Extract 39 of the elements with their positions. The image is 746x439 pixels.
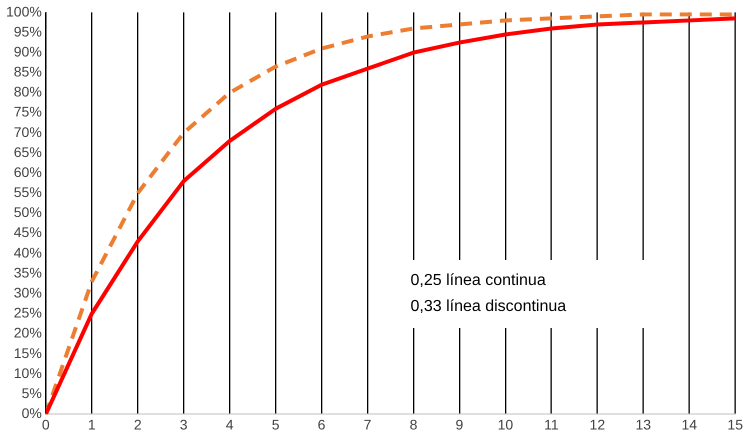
y-tick-label: 20% bbox=[14, 324, 42, 341]
x-tick-label: 2 bbox=[134, 416, 142, 432]
x-tick-label: 11 bbox=[544, 416, 559, 432]
x-tick-label: 10 bbox=[498, 416, 514, 432]
y-tick-label: 5% bbox=[22, 384, 42, 401]
y-tick-label: 65% bbox=[14, 144, 42, 160]
y-tick-label: 45% bbox=[14, 224, 42, 240]
y-tick-label: 35% bbox=[14, 264, 42, 280]
x-tick-label: 14 bbox=[681, 416, 698, 432]
y-tick-label: 70% bbox=[14, 124, 42, 140]
y-tick-label: 0% bbox=[22, 405, 42, 422]
x-tick-label: 13 bbox=[636, 416, 652, 432]
x-tick-label: 8 bbox=[410, 416, 418, 432]
y-tick-label: 25% bbox=[14, 304, 42, 321]
y-tick-label: 95% bbox=[14, 23, 42, 40]
x-tick-label: 12 bbox=[590, 416, 606, 432]
x-tick-label: 1 bbox=[88, 416, 96, 432]
x-tick-label: 9 bbox=[456, 416, 464, 432]
y-tick-label: 80% bbox=[14, 84, 42, 100]
y-tick-label: 85% bbox=[14, 64, 42, 80]
annotation: 0,25 línea continua bbox=[410, 270, 547, 290]
x-tick-label: 0 bbox=[42, 416, 50, 432]
x-tick-label: 7 bbox=[364, 416, 372, 432]
y-tick-label: 50% bbox=[14, 204, 42, 220]
annotation: 0,33 línea discontinua bbox=[410, 296, 568, 316]
y-tick-label: 100% bbox=[6, 3, 42, 20]
y-tick-label: 40% bbox=[14, 244, 42, 260]
y-tick-label: 15% bbox=[14, 344, 42, 361]
y-tick-label: 75% bbox=[14, 104, 42, 120]
y-tick-label: 10% bbox=[14, 364, 42, 381]
x-tick-label: 15 bbox=[727, 416, 744, 432]
y-tick-label: 60% bbox=[14, 164, 42, 180]
y-tick-label: 90% bbox=[14, 43, 42, 60]
y-tick-label: 55% bbox=[14, 184, 42, 200]
y-tick-label: 30% bbox=[14, 284, 42, 301]
x-tick-label: 3 bbox=[180, 416, 188, 432]
x-tick-label: 4 bbox=[226, 416, 234, 432]
x-tick-label: 5 bbox=[272, 416, 280, 432]
x-tick-label: 6 bbox=[318, 416, 326, 432]
